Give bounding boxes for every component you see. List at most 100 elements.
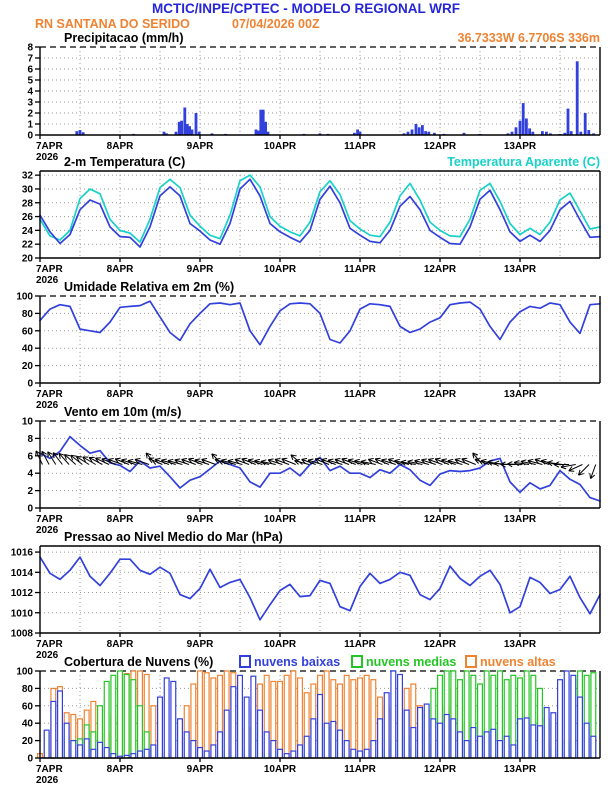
y-tick-label: 22 <box>22 240 34 251</box>
cloud-bar-nuvens-altas <box>197 670 204 759</box>
cloud-bar-nuvens-baixas <box>203 750 210 759</box>
precip-bar <box>261 109 265 135</box>
x-tick-label: 11APR <box>344 141 376 152</box>
y-tick-label: 1012 <box>11 588 34 599</box>
precip-bar <box>75 131 79 135</box>
cloud-bar-nuvens-baixas <box>90 748 97 759</box>
x-tick-label: 8APR <box>107 264 134 275</box>
precip-bar <box>165 133 168 135</box>
cloud-bar-nuvens-altas <box>290 670 297 759</box>
x-tick-label: 7APR <box>36 389 63 400</box>
cloud-bar-nuvens-baixas <box>83 738 90 759</box>
precip-bar <box>257 130 260 135</box>
y-tick-label: 20 <box>22 361 34 372</box>
x-tick-label: 9APR <box>187 764 214 775</box>
y-tick-label: 2 <box>27 109 33 120</box>
y-tick-label: 100 <box>16 667 33 678</box>
x-tick-label: 8APR <box>107 514 134 525</box>
cloud-legend: nuvens baixas nuvens medias nuvens altas <box>239 655 556 669</box>
precip-bar <box>521 103 525 135</box>
cloud-bar-nuvens-medias <box>130 679 137 759</box>
cloud-bar-nuvens-baixas <box>403 709 410 759</box>
cloud-bar-nuvens-baixas <box>170 680 177 759</box>
precip-bar <box>587 130 591 135</box>
cloud-bar-nuvens-baixas <box>197 746 204 759</box>
y-tick-label: 1008 <box>11 629 34 640</box>
cloud-bar-nuvens-baixas <box>137 750 144 759</box>
cloud-bar-nuvens-baixas <box>337 729 344 759</box>
y-tick-label: 1 <box>27 120 33 131</box>
cloud-bar-nuvens-baixas <box>576 696 583 759</box>
y-tick-label: 60 <box>22 701 34 712</box>
precip-bar <box>427 131 431 135</box>
panel-wind10m: 0 2 4 6 8 10 7APR 8APR 9APR 10APR 11APR 12APR 13APR 2… <box>22 417 601 536</box>
y-tick-label: 32 <box>22 171 34 182</box>
panel-clouds: 0 20 40 60 80 100 7APR 8APR 9APR 10APR 11APR 12APR 1… <box>16 667 601 786</box>
cloud-bar-nuvens-baixas <box>323 722 330 759</box>
cloud-bar-nuvens-baixas <box>383 692 390 759</box>
x-tick-label: 7APR <box>36 639 63 650</box>
series-2-m-Temperatura-(C) <box>39 178 601 248</box>
cloud-bar-nuvens-baixas <box>370 739 377 759</box>
x-tick-label: 13APR <box>504 141 537 152</box>
cloud-bar-nuvens-baixas <box>516 718 523 759</box>
cloud-bar-nuvens-baixas <box>330 720 337 759</box>
x-tick-label: 11APR <box>344 639 376 650</box>
cloud-bar-nuvens-baixas <box>230 686 237 759</box>
cloud-bar-nuvens-baixas <box>96 741 103 759</box>
precip-bar <box>174 131 178 135</box>
cloud-bar-nuvens-baixas <box>177 718 184 759</box>
precip-bar <box>549 133 552 135</box>
cloud-bar-nuvens-baixas <box>350 748 357 759</box>
cloud-bar-nuvens-altas <box>277 680 284 759</box>
precip-bar <box>406 131 410 135</box>
x-tick-label: 11APR <box>344 514 376 525</box>
x-axis-year-label: 2026 <box>36 525 59 536</box>
cloud-bar-nuvens-baixas <box>250 675 257 759</box>
y-tick-label: 4 <box>27 469 33 480</box>
y-tick-label: 0 <box>27 131 33 142</box>
cloud-bar-nuvens-baixas <box>490 728 497 759</box>
station-coords-label: 36.7333W 6.7706S 336m <box>458 31 600 45</box>
y-tick-label: 0 <box>27 754 33 765</box>
cloud-bar-nuvens-baixas <box>457 731 464 759</box>
x-tick-label: 9APR <box>187 389 214 400</box>
cloud-bar-nuvens-baixas <box>437 722 444 759</box>
cloud-bar-nuvens-baixas <box>237 674 244 759</box>
cloud-bar-nuvens-baixas <box>70 739 77 759</box>
cloud-bar-nuvens-baixas <box>503 735 510 759</box>
y-tick-label: 80 <box>22 684 34 695</box>
precip-bar <box>417 127 421 135</box>
cloud-bar-nuvens-baixas <box>210 744 217 759</box>
y-tick-label: 10 <box>22 417 34 428</box>
cloud-bar-nuvens-baixas <box>263 731 270 759</box>
panel-title-clouds: Cobertura de Nuvens (%) <box>64 655 213 669</box>
panel-title-wind: Vento em 10m (m/s) <box>64 405 181 419</box>
cloud-bar-nuvens-baixas <box>530 724 537 759</box>
precip-bar <box>579 131 583 135</box>
precip-bar <box>528 128 531 135</box>
precip-bar <box>78 130 82 135</box>
cloud-bar-nuvens-altas <box>350 679 357 759</box>
x-tick-label: 13APR <box>504 514 537 525</box>
x-tick-label: 8APR <box>107 141 134 152</box>
cloud-bar-nuvens-baixas <box>363 748 370 759</box>
app-title: MCTIC/INPE/CPTEC - MODELO REGIONAL WRF <box>152 1 460 16</box>
cloud-bar-nuvens-altas <box>203 672 210 759</box>
cloud-bar-nuvens-baixas <box>277 748 284 759</box>
precip-bar <box>462 132 466 135</box>
y-tick-label: 40 <box>22 344 34 355</box>
precip-bar <box>162 131 166 135</box>
x-tick-label: 7APR <box>36 764 63 775</box>
x-axis-year-label: 2026 <box>36 775 59 786</box>
precip-bar <box>566 108 570 135</box>
x-tick-label: 13APR <box>504 639 537 650</box>
cloud-bar-nuvens-baixas <box>390 670 397 759</box>
x-tick-label: 11APR <box>344 389 376 400</box>
x-tick-label: 7APR <box>36 264 63 275</box>
cloud-bar-nuvens-baixas <box>143 748 150 759</box>
panel-title-humidity: Umidade Relativa em 2m (%) <box>64 280 234 294</box>
y-tick-label: 1016 <box>11 548 34 559</box>
